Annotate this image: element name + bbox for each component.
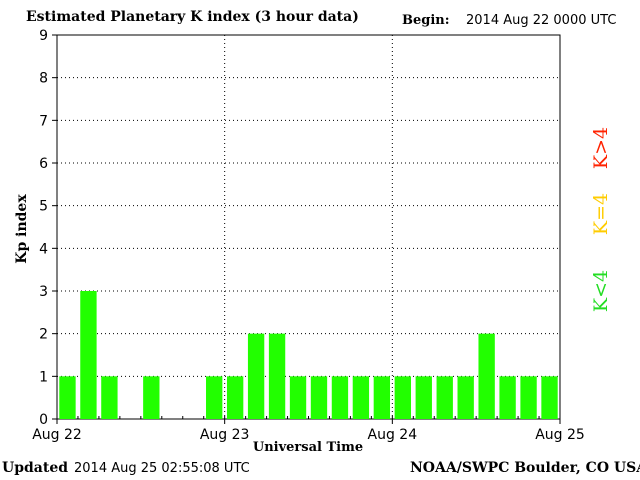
x-tick-label: Aug 22 <box>32 427 82 443</box>
begin-value: 2014 Aug 22 0000 UTC <box>466 13 617 28</box>
x-tick-label: Aug 24 <box>368 427 418 443</box>
kp-bar <box>415 376 432 419</box>
x-tick-label: Aug 25 <box>535 427 585 443</box>
kp-bar <box>310 376 328 419</box>
begin-label: Begin: <box>402 13 450 28</box>
kp-bar <box>457 376 474 419</box>
kp-bar <box>59 376 76 419</box>
y-tick-label: 3 <box>39 284 48 300</box>
kp-bar <box>289 376 307 419</box>
kp-bar <box>352 376 370 419</box>
y-axis-label: Kp index <box>14 194 30 264</box>
chart-title: Estimated Planetary K index (3 hour data… <box>26 9 359 25</box>
legend-k-above-4: K>4 <box>590 126 612 170</box>
kp-bar <box>226 376 244 419</box>
kp-bar <box>478 333 495 419</box>
kp-bar <box>206 376 223 419</box>
kp-bar <box>101 376 118 419</box>
y-tick-label: 2 <box>39 327 48 343</box>
kp-bar <box>541 376 558 419</box>
y-tick-label: 7 <box>39 113 48 129</box>
legend-k-equal-4: K=4 <box>590 192 612 236</box>
y-tick-label: 0 <box>39 412 48 428</box>
kp-bar <box>247 333 265 419</box>
y-tick-label: 8 <box>39 71 48 87</box>
updated-value: 2014 Aug 25 02:55:08 UTC <box>74 461 250 476</box>
kp-bar <box>373 376 391 419</box>
kp-bar <box>394 376 411 419</box>
kp-bar <box>499 376 516 419</box>
legend-k-below-4: K<4 <box>590 269 612 313</box>
kp-bar <box>268 333 286 419</box>
x-axis-label: Universal Time <box>252 440 364 455</box>
y-tick-label: 1 <box>39 369 48 385</box>
kp-bar <box>520 376 537 419</box>
y-tick-label: 5 <box>39 199 48 215</box>
updated-label: Updated <box>2 460 69 476</box>
credit-text: NOAA/SWPC Boulder, CO USA <box>410 460 640 476</box>
kp-bar <box>436 376 453 419</box>
y-tick-label: 9 <box>39 28 48 44</box>
x-tick-label: Aug 23 <box>200 427 250 443</box>
kp-bar <box>143 376 160 419</box>
y-tick-label: 6 <box>39 156 48 172</box>
y-tick-label: 4 <box>39 241 48 257</box>
kp-bar <box>80 291 97 419</box>
kp-bar <box>331 376 349 419</box>
